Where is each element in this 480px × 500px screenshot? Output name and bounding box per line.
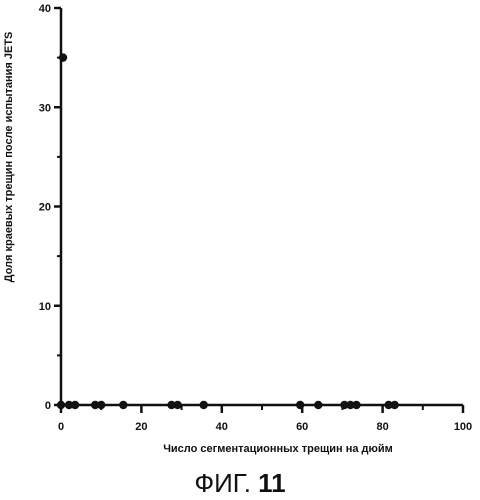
figure-caption-number: 11: [258, 468, 286, 498]
y-tick-label: 0: [45, 400, 51, 412]
data-point: [390, 401, 398, 409]
y-tick-label: 20: [39, 202, 51, 214]
tick-labels: 0 10 20 30 40 0 20 40 60 80 100: [39, 3, 472, 433]
data-point: [200, 401, 208, 409]
data-point: [59, 53, 67, 61]
x-tick-label: 80: [376, 421, 388, 433]
y-tick-label: 40: [39, 3, 51, 15]
axes: [61, 8, 463, 405]
x-axis-title: Число сегментационных трещин на дюйм: [163, 443, 393, 455]
figure-caption-prefix: ФИГ.: [194, 468, 251, 498]
data-point: [71, 401, 79, 409]
data-point: [173, 401, 181, 409]
tick-marks: [54, 8, 463, 413]
x-tick-label: 20: [135, 421, 147, 433]
data-point: [296, 401, 304, 409]
y-tick-label: 30: [39, 102, 51, 114]
data-point: [97, 401, 105, 409]
scatter-chart: 0 10 20 30 40 0 20 40 60 80 100 Число сегментацион…: [0, 0, 480, 465]
x-tick-label: 40: [216, 421, 228, 433]
y-tick-label: 10: [39, 301, 51, 313]
data-point: [57, 401, 65, 409]
x-tick-label: 100: [454, 421, 472, 433]
x-tick-label: 0: [58, 421, 64, 433]
data-point: [314, 401, 322, 409]
data-point: [119, 401, 127, 409]
data-points: [57, 53, 399, 409]
x-tick-label: 60: [296, 421, 308, 433]
figure-caption: ФИГ. 11: [0, 468, 480, 499]
data-point: [352, 401, 360, 409]
y-axis-title: Доля краевых трещин после испытания JETS: [3, 32, 15, 283]
